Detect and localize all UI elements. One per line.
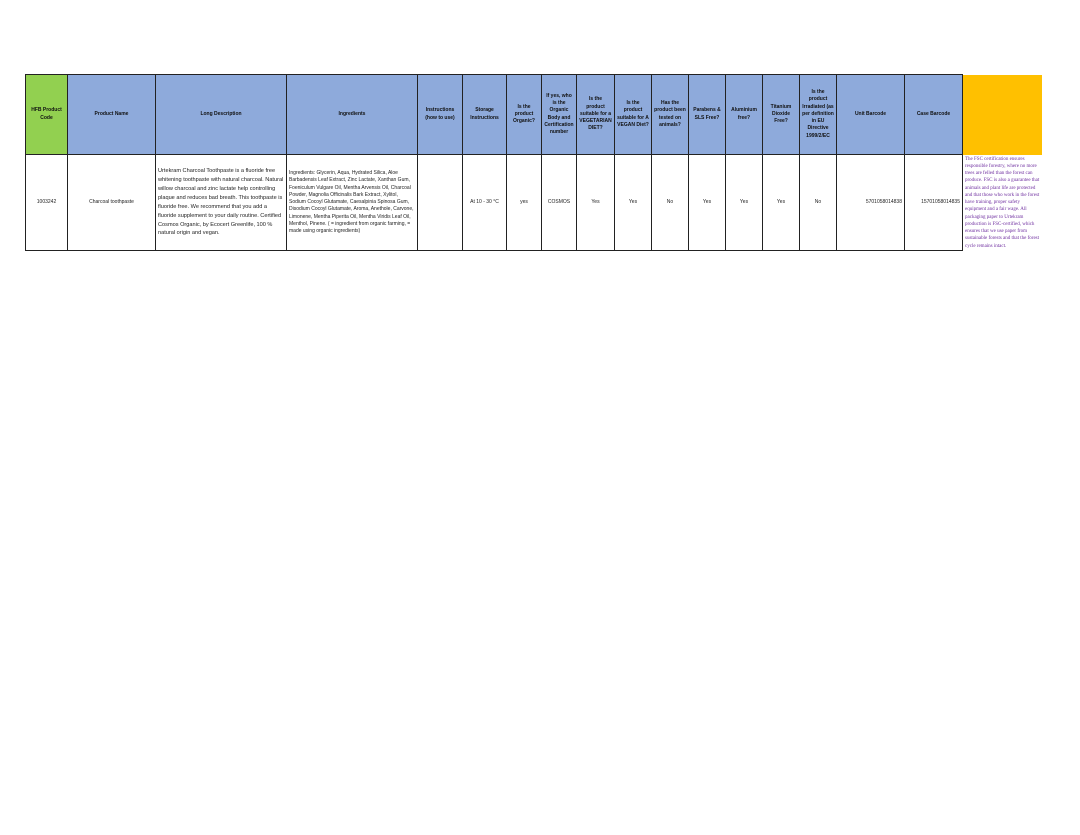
cell-vegetarian[interactable]: Yes xyxy=(576,153,615,252)
cell-case-barcode[interactable]: 15701058014835 xyxy=(904,153,963,252)
cell-storage[interactable]: At 10 - 30 °C xyxy=(462,153,507,252)
header-vegetarian[interactable]: Is the product suitable for a VEGETARIAN… xyxy=(576,74,615,155)
header-case-barcode[interactable]: Case Barcode xyxy=(904,74,963,155)
header-organic[interactable]: Is the product Organic? xyxy=(506,74,542,155)
cell-name[interactable]: Charcoal toothpaste xyxy=(67,153,156,252)
cell-organic-body[interactable]: COSMOS xyxy=(541,153,577,252)
table-row: 1003242 Charcoal toothpaste Urtekram Cha… xyxy=(25,153,1043,252)
product-spec-table: HFB Product Code Product Name Long Descr… xyxy=(25,74,1043,252)
header-titanium[interactable]: Titanium Dioxide Free? xyxy=(762,74,800,155)
header-long-description[interactable]: Long Description xyxy=(155,74,287,155)
header-vegan[interactable]: Is the product suitable for A VEGAN Diet… xyxy=(614,74,652,155)
header-parabens-sls[interactable]: Parabens & SLS Free? xyxy=(688,74,726,155)
header-instructions[interactable]: Instructions (how to use) xyxy=(417,74,463,155)
header-note[interactable] xyxy=(962,74,1043,155)
header-hfb-code[interactable]: HFB Product Code xyxy=(25,74,68,155)
header-aluminium[interactable]: Aluminium free? xyxy=(725,74,763,155)
cell-instructions[interactable] xyxy=(417,153,463,252)
cell-titanium[interactable]: Yes xyxy=(762,153,800,252)
header-unit-barcode[interactable]: Unit Barcode xyxy=(836,74,905,155)
header-ingredients[interactable]: Ingredients xyxy=(286,74,418,155)
cell-code[interactable]: 1003242 xyxy=(25,153,68,252)
cell-organic[interactable]: yes xyxy=(506,153,542,252)
header-row: HFB Product Code Product Name Long Descr… xyxy=(25,74,1043,155)
header-animal-tested[interactable]: Has the product been tested on animals? xyxy=(651,74,689,155)
cell-irradiated[interactable]: No xyxy=(799,153,837,252)
header-organic-body[interactable]: If yes, who is the Organic Body and Cert… xyxy=(541,74,577,155)
cell-unit-barcode[interactable]: 5701058014838 xyxy=(836,153,905,252)
cell-ingredients[interactable]: Ingredients: Glycerin, Aqua, Hydrated Si… xyxy=(286,153,418,252)
cell-description[interactable]: Urtekram Charcoal Toothpaste is a fluori… xyxy=(155,153,287,252)
cell-animal-tested[interactable]: No xyxy=(651,153,689,252)
cell-parabens-sls[interactable]: Yes xyxy=(688,153,726,252)
cell-aluminium[interactable]: Yes xyxy=(725,153,763,252)
cell-vegan[interactable]: Yes xyxy=(614,153,652,252)
header-irradiated[interactable]: Is the product Irradiated (as per defini… xyxy=(799,74,837,155)
header-product-name[interactable]: Product Name xyxy=(67,74,156,155)
cell-fsc-note[interactable]: The FSC certification ensures responsibl… xyxy=(965,156,1040,249)
header-storage[interactable]: Storage Instructions xyxy=(462,74,507,155)
